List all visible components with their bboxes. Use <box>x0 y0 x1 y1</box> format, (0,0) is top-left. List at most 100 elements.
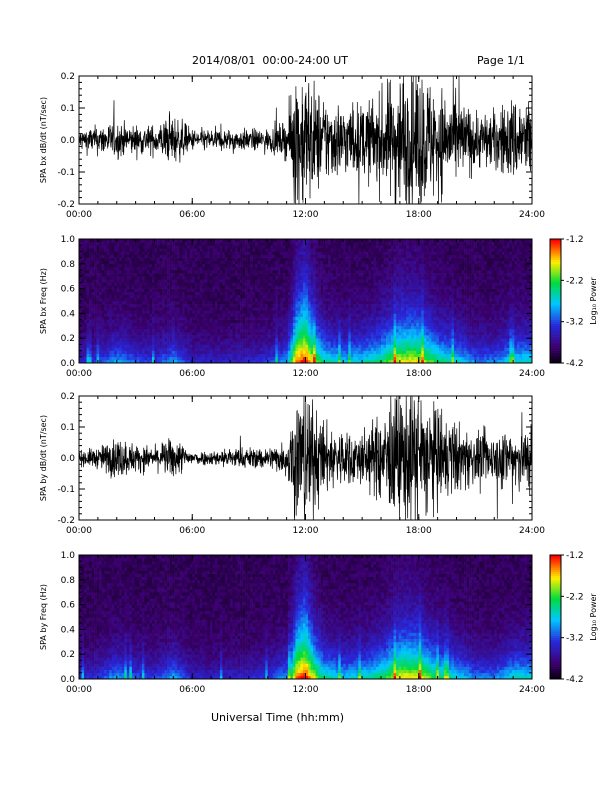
heatmap-cell <box>139 257 143 261</box>
heatmap-cell <box>126 285 130 289</box>
heatmap-cell <box>318 338 321 342</box>
heatmap-cell <box>353 282 357 286</box>
heatmap-cell <box>139 313 143 317</box>
heatmap-cell <box>277 335 281 339</box>
heatmap-cell <box>141 344 145 348</box>
heatmap-cell <box>167 319 170 323</box>
heatmap-cell <box>214 356 218 361</box>
heatmap-cell <box>237 322 241 327</box>
heatmap-cell <box>318 276 321 280</box>
heatmap-cell <box>94 285 97 289</box>
heatmap-cell <box>237 338 241 342</box>
heatmap-cell <box>355 313 359 317</box>
heatmap-cell <box>338 328 342 333</box>
heatmap-cell <box>323 288 326 292</box>
heatmap-cell <box>159 319 163 323</box>
heatmap-cell <box>199 251 203 255</box>
heatmap-cell <box>91 359 95 364</box>
heatmap-cell <box>310 242 314 246</box>
heatmap-cell <box>370 313 374 317</box>
heatmap-cell <box>199 273 203 277</box>
heatmap-cell <box>287 282 291 286</box>
heatmap-cell <box>91 328 95 333</box>
heatmap-cell <box>119 350 123 354</box>
heatmap-cell <box>305 251 309 255</box>
heatmap-cell <box>353 328 357 333</box>
heatmap-cell <box>328 319 331 323</box>
heatmap-cell <box>81 251 85 255</box>
heatmap-cell <box>227 294 231 299</box>
heatmap-cell <box>310 347 314 351</box>
heatmap-cell <box>287 341 291 345</box>
heatmap-cell <box>144 285 148 289</box>
heatmap-cell <box>232 288 236 292</box>
heatmap-cell <box>164 341 168 345</box>
heatmap-cell <box>217 248 221 252</box>
heatmap-cell <box>159 322 163 327</box>
heatmap-cell <box>297 248 301 252</box>
heatmap-cell <box>222 273 226 277</box>
heatmap-cell <box>154 279 158 283</box>
heatmap-cell <box>275 273 279 277</box>
heatmap-cell <box>126 338 130 342</box>
heatmap-cell <box>375 294 379 299</box>
heatmap-cell <box>136 285 140 289</box>
heatmap-cell <box>302 325 306 330</box>
heatmap-cell <box>219 301 223 305</box>
heatmap-cell <box>187 322 191 327</box>
heatmap-cell <box>375 325 379 330</box>
heatmap-cell <box>121 335 125 339</box>
heatmap-cell <box>350 282 354 286</box>
heatmap-cell <box>141 325 145 330</box>
heatmap-cell <box>101 328 105 333</box>
heatmap-cell <box>99 338 102 342</box>
heatmap-cell <box>141 350 145 354</box>
heatmap-cell <box>272 288 276 292</box>
heatmap-cell <box>368 251 372 255</box>
heatmap-cell <box>270 316 274 320</box>
heatmap-cell <box>383 319 387 323</box>
heatmap-cell <box>136 301 140 305</box>
heatmap-cell <box>111 282 115 286</box>
heatmap-cell <box>318 301 321 305</box>
heatmap-cell <box>338 285 342 289</box>
heatmap-cell <box>360 279 364 283</box>
heatmap-cell <box>335 347 339 351</box>
heatmap-cell <box>109 254 113 258</box>
heatmap-cell <box>187 266 191 271</box>
heatmap-cell <box>265 266 269 271</box>
heatmap-cell <box>365 356 369 361</box>
heatmap-cell <box>86 260 90 265</box>
heatmap-cell <box>212 304 216 308</box>
heatmap-cell <box>169 338 173 342</box>
heatmap-cell <box>328 257 331 261</box>
heatmap-cell <box>104 242 107 246</box>
heatmap-cell <box>177 341 180 345</box>
heatmap-cell <box>363 257 367 261</box>
heatmap-cell <box>177 282 180 286</box>
heatmap-cell <box>116 332 120 336</box>
heatmap-cell <box>290 347 294 351</box>
heatmap-cell <box>116 282 120 286</box>
heatmap-cell <box>81 359 85 364</box>
heatmap-cell <box>194 273 198 277</box>
heatmap-cell <box>373 257 377 261</box>
heatmap-cell <box>240 257 243 261</box>
heatmap-cell <box>370 251 374 255</box>
heatmap-cell <box>134 310 138 314</box>
heatmap-cell <box>136 288 140 292</box>
heatmap-cell <box>260 310 264 314</box>
heatmap-cell <box>255 254 258 258</box>
heatmap-cell <box>219 248 223 252</box>
heatmap-cell <box>230 347 233 351</box>
heatmap-cell <box>247 344 251 348</box>
heatmap-cell <box>350 325 354 330</box>
heatmap-cell <box>242 273 246 277</box>
heatmap-cell <box>104 353 107 358</box>
heatmap-cell <box>383 307 387 311</box>
heatmap-cell <box>157 347 160 351</box>
heatmap-cell <box>265 245 269 249</box>
heatmap-cell <box>323 279 326 283</box>
heatmap-cell <box>162 260 165 265</box>
heatmap-cell <box>252 257 256 261</box>
